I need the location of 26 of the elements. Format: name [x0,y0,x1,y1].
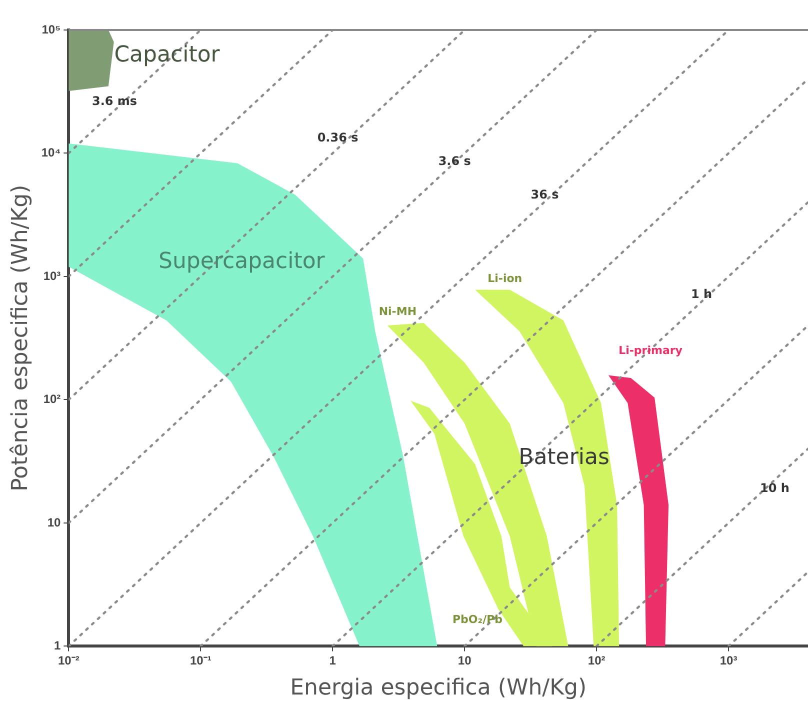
x-tick-label: 10⁻² [58,654,80,668]
y-tick-label: 10⁴ [41,146,61,160]
y-axis-title: Potência especifica (Wh/Kg) [8,184,33,492]
y-tick-label: 10² [43,392,61,406]
series-label: Li-ion [488,272,522,285]
series-label: Supercapacitor [158,249,326,274]
x-tick-label: 10² [588,654,606,668]
x-tick-label: 10³ [720,654,738,668]
x-tick-label: 10 [458,654,472,668]
series-label: 1 h [691,287,712,302]
series-label: 10 h [760,481,790,496]
y-tick-label: 10³ [43,268,61,283]
series-label: 3.6 ms [92,94,138,108]
y-tick-label: 10⁵ [42,22,61,36]
y-tick-label: 10 [47,515,61,530]
x-tick-label: 1 [329,654,336,668]
x-tick-label: 10⁻¹ [190,654,212,668]
series-label: Li-primary [618,344,682,357]
series-label: 36 s [530,187,559,202]
series-label: Ni-MH [378,305,417,318]
series-label: 0.36 s [317,130,358,145]
series-label: 3.6 s [438,154,471,168]
series-label: Capacitor [114,42,221,68]
x-axis-title: Energia especifica (Wh/Kg) [290,676,587,701]
series-label: PbO₂/Pb [452,613,503,626]
y-tick-label: 1 [54,638,61,653]
